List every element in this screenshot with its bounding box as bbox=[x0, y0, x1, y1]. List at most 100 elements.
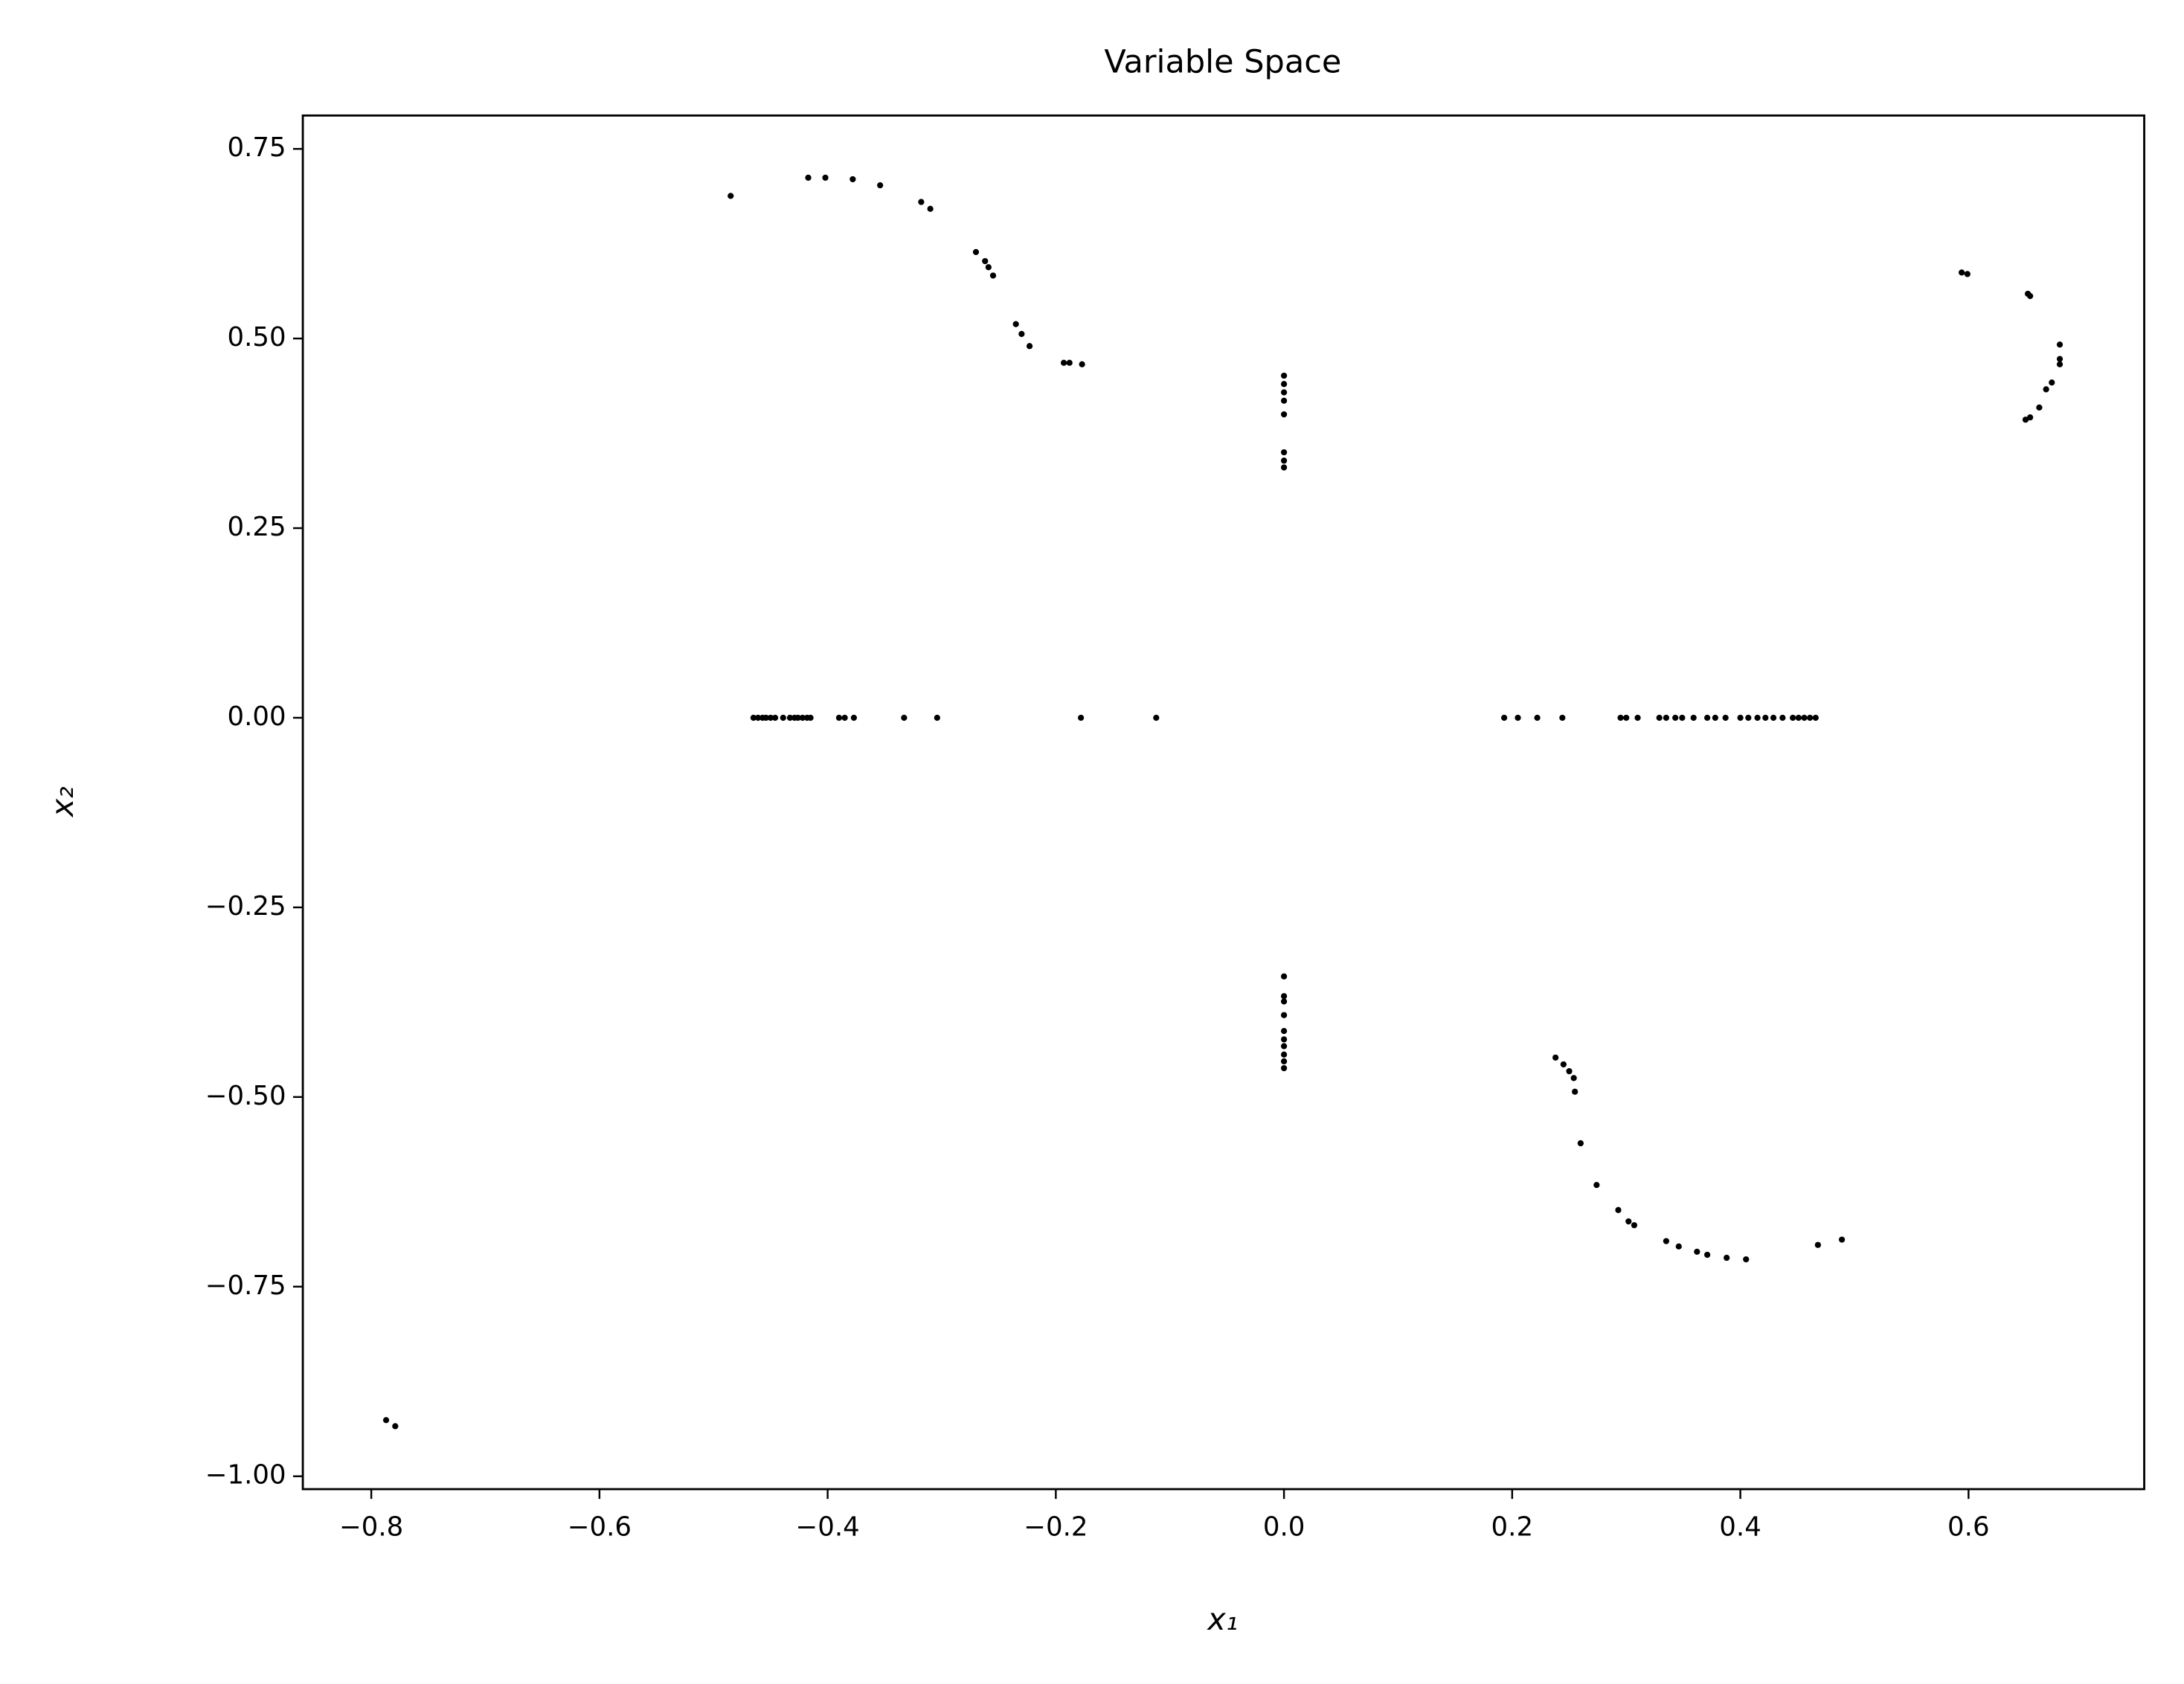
scatter-point bbox=[1712, 714, 1718, 722]
scatter-point bbox=[807, 714, 814, 722]
scatter-point bbox=[1770, 714, 1777, 722]
chart-title: Variable Space bbox=[1104, 44, 1341, 81]
scatter-point bbox=[1280, 1043, 1288, 1050]
scatter-point bbox=[1280, 1058, 1288, 1065]
scatter-point bbox=[2043, 386, 2049, 393]
y-axis-label: x₂ bbox=[45, 786, 80, 818]
x-axis-label: x₁ bbox=[1206, 1601, 1238, 1637]
y-tick-label: −0.75 bbox=[205, 1270, 286, 1301]
scatter-point bbox=[1615, 1206, 1622, 1213]
scatter-point bbox=[877, 181, 884, 189]
scatter-point bbox=[1631, 1222, 1638, 1229]
scatter-point bbox=[750, 714, 757, 722]
y-tick-label: −1.00 bbox=[205, 1460, 286, 1491]
scatter-point bbox=[1762, 714, 1769, 722]
scatter-point bbox=[771, 714, 779, 722]
scatter-point bbox=[1500, 714, 1508, 722]
scatter-point bbox=[1675, 1243, 1682, 1250]
x-tick-label: 0.0 bbox=[1263, 1511, 1305, 1542]
scatter-point bbox=[985, 264, 992, 271]
scatter-point bbox=[799, 714, 806, 722]
scatter-point bbox=[1280, 381, 1288, 388]
x-tick-label: −0.4 bbox=[795, 1511, 859, 1542]
scatter-point bbox=[1754, 714, 1761, 722]
scatter-point bbox=[1280, 464, 1288, 471]
scatter-point bbox=[794, 714, 801, 722]
scatter-point bbox=[901, 714, 908, 722]
y-tick-label: 0.50 bbox=[227, 322, 286, 353]
scatter-point bbox=[1663, 714, 1670, 722]
scatter-point bbox=[1570, 1075, 1577, 1082]
scatter-point bbox=[1280, 389, 1288, 396]
scatter-point bbox=[1280, 411, 1288, 418]
scatter-point bbox=[1801, 714, 1808, 722]
scatter-point bbox=[1534, 714, 1541, 722]
scatter-point bbox=[1280, 1012, 1288, 1018]
x-tick-label: −0.6 bbox=[568, 1511, 632, 1542]
scatter-point bbox=[1790, 714, 1796, 722]
scatter-point bbox=[1663, 1238, 1670, 1244]
scatter-point bbox=[1745, 714, 1752, 722]
scatter-point bbox=[1012, 321, 1019, 327]
scatter-point bbox=[1807, 714, 1814, 722]
scatter-point bbox=[767, 714, 774, 722]
scatter-point bbox=[1077, 714, 1085, 722]
scatter-point bbox=[1280, 397, 1288, 404]
x-tick-label: −0.8 bbox=[339, 1511, 403, 1542]
scatter-point bbox=[1552, 1054, 1559, 1061]
scatter-point bbox=[1617, 714, 1624, 722]
scatter-point bbox=[2027, 292, 2034, 300]
plot-frame bbox=[301, 114, 2145, 1491]
scatter-point bbox=[1656, 714, 1663, 722]
scatter-point bbox=[1690, 714, 1697, 722]
scatter-point bbox=[1566, 1068, 1573, 1075]
scatter-point bbox=[1703, 1251, 1711, 1259]
scatter-point bbox=[1572, 1088, 1578, 1095]
scatter-point bbox=[1814, 1241, 1822, 1248]
scatter-point bbox=[989, 272, 997, 279]
scatter-point bbox=[1280, 998, 1288, 1005]
scatter-point bbox=[918, 199, 925, 205]
scatter-point bbox=[1280, 372, 1288, 379]
y-tick-label: −0.25 bbox=[205, 891, 286, 922]
scatter-point bbox=[927, 205, 934, 212]
scatter-point bbox=[1577, 1140, 1584, 1147]
scatter-point bbox=[1026, 343, 1033, 350]
scatter-point bbox=[1722, 714, 1729, 722]
scatter-point bbox=[392, 1423, 399, 1430]
scatter-point bbox=[1066, 359, 1073, 366]
scatter-point bbox=[1280, 973, 1288, 980]
scatter-point bbox=[850, 714, 858, 722]
scatter-point bbox=[982, 257, 989, 265]
scatter-point bbox=[2036, 404, 2043, 411]
scatter-point bbox=[1795, 714, 1802, 722]
scatter-point bbox=[1018, 330, 1025, 338]
scatter-point bbox=[2056, 341, 2063, 348]
scatter-point bbox=[1743, 1256, 1750, 1263]
scatter-point bbox=[728, 193, 734, 199]
scatter-point bbox=[1812, 714, 1819, 722]
scatter-point bbox=[1060, 359, 1067, 366]
scatter-point bbox=[2056, 361, 2063, 367]
scatter-point bbox=[841, 714, 848, 722]
scatter-point bbox=[1280, 1051, 1288, 1058]
scatter-point bbox=[1779, 714, 1786, 722]
scatter-point bbox=[1625, 1218, 1632, 1225]
scatter-point bbox=[972, 248, 980, 255]
scatter-point bbox=[1593, 1182, 1600, 1189]
y-tick-label: −0.50 bbox=[205, 1081, 286, 1111]
scatter-point bbox=[2027, 414, 2034, 421]
scatter-point bbox=[382, 1417, 390, 1424]
scatter-point bbox=[1964, 271, 1971, 277]
scatter-point bbox=[1153, 714, 1160, 722]
scatter-point bbox=[780, 714, 786, 722]
scatter-point bbox=[2022, 417, 2029, 423]
scatter-point bbox=[1838, 1236, 1846, 1243]
scatter-point bbox=[754, 714, 762, 722]
x-tick-label: 0.6 bbox=[1947, 1511, 1990, 1542]
scatter-point bbox=[1280, 993, 1288, 1000]
scatter-point bbox=[1280, 1064, 1288, 1072]
scatter-point bbox=[1560, 1061, 1567, 1068]
scatter-point bbox=[1559, 714, 1566, 722]
